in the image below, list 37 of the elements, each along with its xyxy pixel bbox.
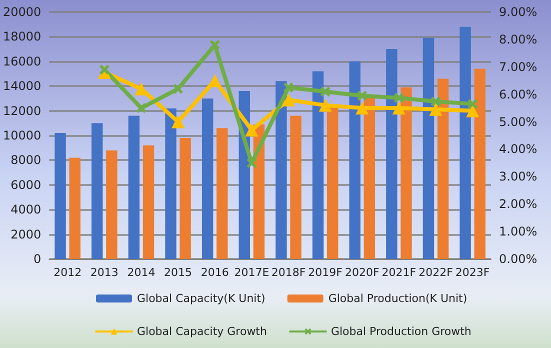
x-tick-label: 2012 [54, 266, 82, 279]
y2-tick-label: 7.00% [499, 60, 538, 74]
legend-label: Global Capacity(K Unit) [137, 292, 266, 305]
legend-label: Global Production Growth [330, 325, 472, 338]
y2-tick-label: 0.00% [499, 252, 538, 266]
y-tick-label: 20000 [2, 5, 42, 19]
x-tick-label: 2013 [90, 266, 118, 279]
legend-label: Global Production(K Unit) [328, 292, 468, 305]
x-tick-label: 2022F [418, 266, 453, 279]
x-tick-label: 2021F [382, 266, 416, 279]
y-tick-label: 4000 [10, 202, 42, 217]
x-tick-label: 2019F [308, 266, 342, 279]
y-tick-label: 14000 [2, 79, 42, 94]
x-tick-label: 2018F [271, 266, 306, 279]
y-tick-label: 0 [34, 252, 42, 266]
legend-label: Global Capacity Growth [137, 325, 267, 338]
x-tick-label: 2016 [200, 266, 229, 279]
y-tick-label: 6000 [10, 178, 42, 192]
x-tick-label: 2017E [234, 266, 270, 279]
y2-tick-label: 6.00% [499, 87, 538, 102]
y-tick-label: 8000 [10, 153, 42, 168]
y2-tick-label: 2.00% [499, 197, 538, 212]
y-tick-label: 16000 [2, 54, 42, 68]
x-tick-label: 2020F [344, 266, 380, 279]
x-tick-label: 2015 [164, 266, 192, 279]
y2-tick-label: 4.00% [499, 142, 538, 156]
y-tick-label: 18000 [2, 30, 42, 44]
y-tick-label: 10000 [2, 128, 42, 142]
y2-tick-label: 9.00% [499, 5, 538, 19]
y2-tick-label: 8.00% [499, 32, 538, 46]
y-tick-label: 2000 [10, 227, 42, 242]
x-tick-label: 2014 [127, 266, 156, 279]
y-tick-label: 12000 [2, 104, 42, 118]
y2-tick-label: 5.00% [499, 114, 538, 129]
x-tick-label: 2023F [455, 266, 490, 279]
y2-tick-label: 3.00% [499, 170, 538, 184]
y2-tick-label: 1.00% [499, 224, 538, 239]
